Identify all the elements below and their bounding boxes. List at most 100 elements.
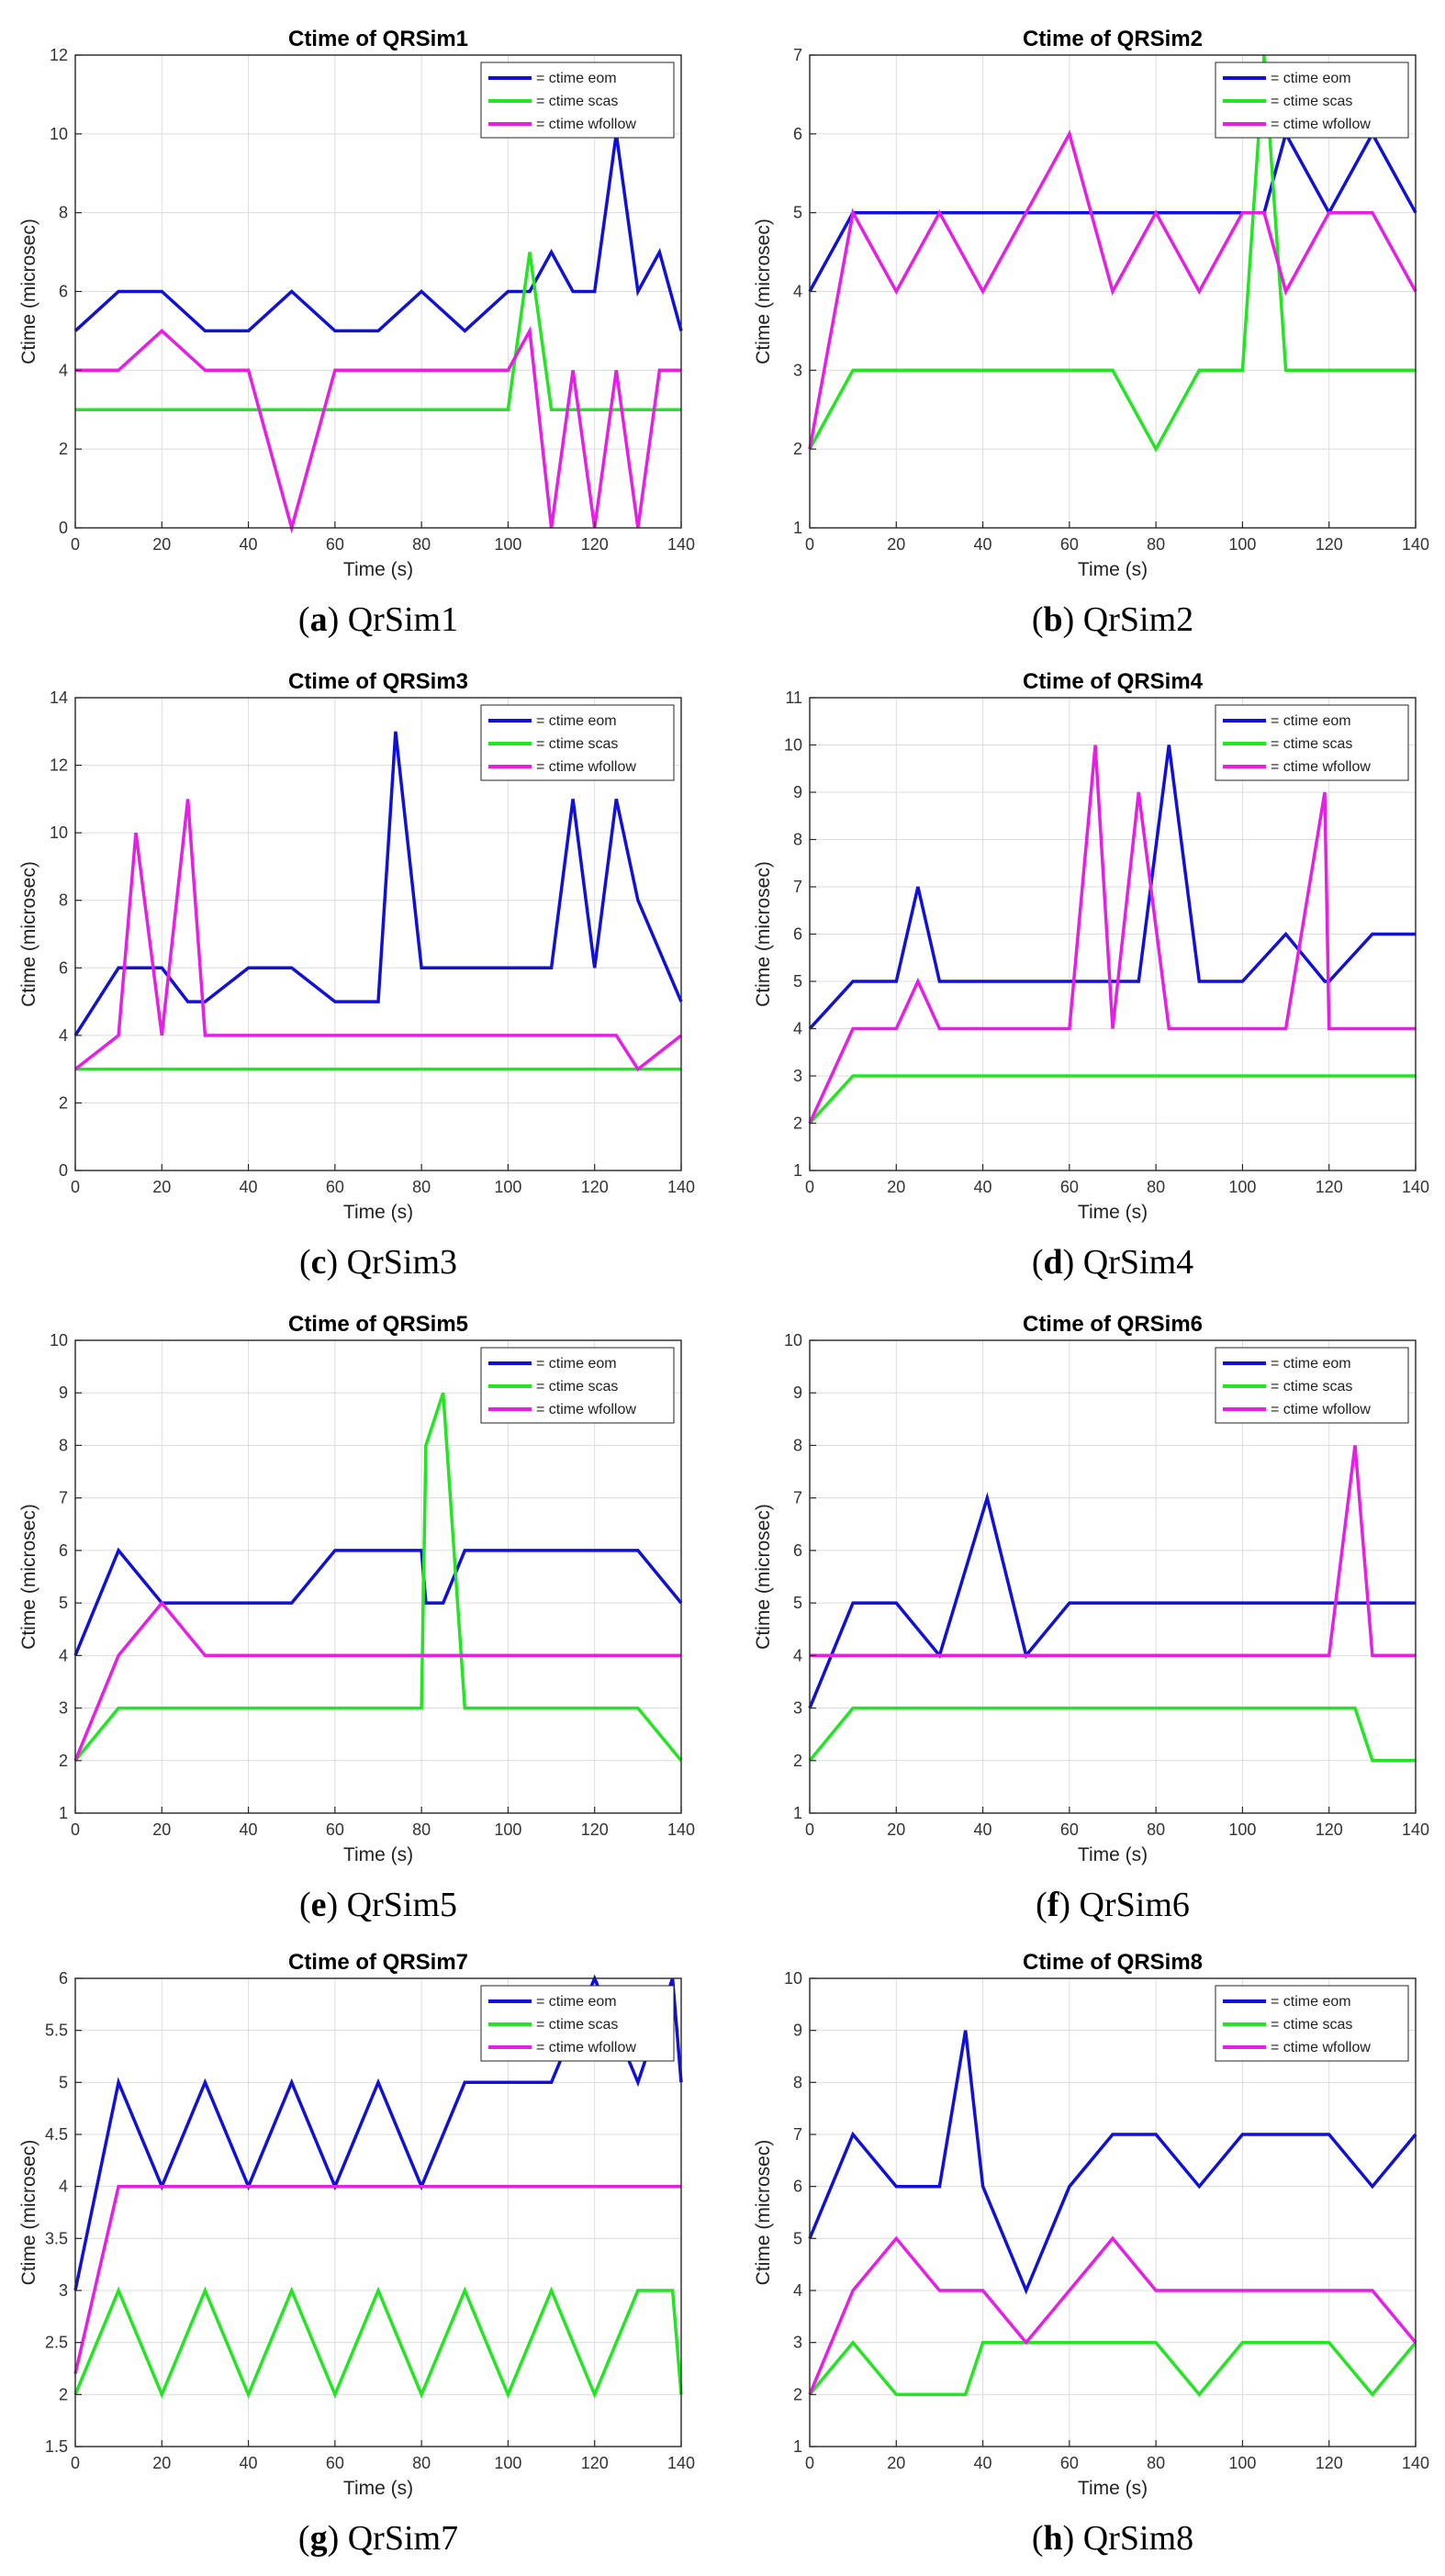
x-axis-label: Time (s) xyxy=(343,559,413,580)
y-tick-label: 3 xyxy=(59,1699,68,1718)
chart-title: Ctime of QRSim5 xyxy=(288,1312,468,1337)
chart-title: Ctime of QRSim3 xyxy=(288,669,468,694)
y-axis-label: Ctime (microsec) xyxy=(753,218,774,364)
y-tick-label: 3.5 xyxy=(45,2229,68,2247)
x-tick-label: 20 xyxy=(887,1820,905,1839)
y-tick-label: 1 xyxy=(793,519,802,537)
legend: = ctime eom = ctime scas = ctime wfollow xyxy=(480,704,675,781)
y-tick-label: 9 xyxy=(59,1383,68,1402)
x-axis-label: Time (s) xyxy=(1078,559,1148,580)
legend: = ctime eom = ctime scas = ctime wfollow xyxy=(1215,62,1409,139)
x-tick-label: 20 xyxy=(152,1820,171,1839)
x-tick-label: 80 xyxy=(1147,2454,1165,2472)
chart-panel-f: 0 20 40 60 80 100 120 140 1 2 3 4 5 6 7 8 9 10 Ctime of QR… xyxy=(753,1312,1429,1924)
caption-letter: e xyxy=(311,1886,327,1924)
legend-entry: = ctime eom xyxy=(536,713,617,729)
x-tick-label: 0 xyxy=(805,2454,814,2472)
x-tick-label: 40 xyxy=(240,1820,258,1839)
chart-panel-e: 0 20 40 60 80 100 120 140 1 2 3 4 5 6 7 8 9 10 Ctime of QR… xyxy=(18,1312,695,1924)
y-tick-label: 0 xyxy=(59,1161,68,1180)
y-tick-label: 2 xyxy=(59,1093,68,1112)
x-tick-label: 120 xyxy=(1316,2454,1343,2472)
x-tick-label: 40 xyxy=(240,535,258,554)
chart-title: Ctime of QRSim6 xyxy=(1023,1312,1203,1337)
y-tick-label: 8 xyxy=(793,1436,802,1454)
y-tick-label: 2 xyxy=(793,1114,802,1133)
legend: = ctime eom = ctime scas = ctime wfollow xyxy=(1215,1985,1409,2062)
x-tick-label: 60 xyxy=(1060,1178,1079,1196)
series-line-ctime-wfollow xyxy=(73,799,683,1072)
chart-panel-h: 0 20 40 60 80 100 120 140 1 2 3 4 5 6 7 8 9 10 Ctime of QR… xyxy=(753,1950,1429,2558)
legend-entry: = ctime wfollow xyxy=(536,1402,636,1417)
legend-entry: = ctime eom xyxy=(1271,1994,1351,2010)
y-tick-label: 7 xyxy=(793,1489,802,1507)
x-tick-label: 100 xyxy=(494,535,521,554)
y-tick-label: 1 xyxy=(59,1804,68,1822)
x-tick-label: 140 xyxy=(1402,535,1429,554)
legend-entry: = ctime scas xyxy=(1271,94,1352,109)
chart-title: Ctime of QRSim8 xyxy=(1023,1950,1203,1975)
series-line-ctime-scas xyxy=(73,1392,683,1762)
x-tick-label: 60 xyxy=(1060,535,1079,554)
x-tick-label: 120 xyxy=(581,2454,609,2472)
y-tick-label: 10 xyxy=(784,1331,802,1350)
y-tick-label: 5 xyxy=(793,204,802,222)
series-line-ctime-wfollow xyxy=(75,325,681,534)
y-axis-label: Ctime (microsec) xyxy=(18,861,39,1007)
series-line-ctime-scas xyxy=(808,2339,1417,2398)
x-tick-label: 0 xyxy=(805,535,814,554)
panel-caption: (d) QrSim4 xyxy=(1032,1243,1193,1282)
panel-caption: (a) QrSim1 xyxy=(298,600,458,639)
series-line-ctime-wfollow xyxy=(808,2235,1417,2395)
y-tick-label: 4 xyxy=(59,1026,68,1045)
y-tick-label: 4 xyxy=(59,1646,68,1664)
x-tick-label: 20 xyxy=(152,535,171,554)
legend: = ctime eom = ctime scas = ctime wfollow xyxy=(480,1985,675,2062)
chart-title: Ctime of QRSim4 xyxy=(1023,669,1204,694)
x-tick-label: 100 xyxy=(494,1178,521,1196)
legend-entry: = ctime eom xyxy=(1271,1356,1351,1372)
x-axis-label: Time (s) xyxy=(343,1844,413,1865)
x-tick-label: 40 xyxy=(974,1178,992,1196)
series-line-ctime-eom xyxy=(808,745,1416,1030)
legend-entry: = ctime wfollow xyxy=(1271,1402,1371,1417)
y-tick-label: 4 xyxy=(793,1020,802,1038)
y-tick-label: 9 xyxy=(793,2022,802,2040)
x-tick-label: 140 xyxy=(667,2454,695,2472)
x-tick-label: 140 xyxy=(667,1178,695,1196)
x-tick-label: 140 xyxy=(1402,1178,1429,1196)
y-tick-label: 14 xyxy=(50,689,68,707)
x-tick-label: 140 xyxy=(1402,2454,1429,2472)
x-tick-label: 140 xyxy=(1402,1820,1429,1839)
legend-entry: = ctime wfollow xyxy=(536,117,636,132)
y-tick-label: 10 xyxy=(784,1969,802,1988)
x-tick-label: 40 xyxy=(240,1178,258,1196)
y-tick-label: 5 xyxy=(59,2073,68,2091)
panel-caption: (c) QrSim3 xyxy=(299,1243,457,1282)
x-tick-label: 100 xyxy=(1228,535,1256,554)
chart-panel-c: 0 20 40 60 80 100 120 140 0 2 4 6 8 10 12 14 Ctime of QR… xyxy=(18,669,695,1282)
y-tick-label: 6 xyxy=(59,1541,68,1560)
x-tick-label: 40 xyxy=(974,1820,992,1839)
y-tick-label: 6 xyxy=(59,1969,68,1988)
y-tick-label: 8 xyxy=(793,831,802,849)
axes-frame xyxy=(809,1977,1417,2447)
caption-text: QrSim5 xyxy=(347,1886,457,1924)
caption-letter: b xyxy=(1044,600,1063,639)
legend-entry: = ctime scas xyxy=(536,736,618,752)
series-line-ctime-wfollow xyxy=(73,2184,681,2375)
caption-paren-open: ( xyxy=(1032,600,1044,639)
legend-entry: = ctime scas xyxy=(536,2017,618,2033)
x-tick-label: 60 xyxy=(1060,1820,1079,1839)
y-tick-label: 9 xyxy=(793,783,802,801)
y-tick-label: 2 xyxy=(793,2385,802,2403)
x-tick-label: 140 xyxy=(667,1820,695,1839)
x-tick-label: 60 xyxy=(326,2454,344,2472)
y-tick-label: 6 xyxy=(59,283,68,301)
y-tick-label: 6 xyxy=(793,2178,802,2196)
legend-entry: = ctime wfollow xyxy=(536,2040,636,2055)
x-tick-label: 60 xyxy=(326,1178,344,1196)
caption-paren-open: ( xyxy=(298,600,310,639)
y-tick-label: 7 xyxy=(793,46,802,64)
chart-panel-d: 0 20 40 60 80 100 120 140 1 2 3 4 5 6 7 8 9 10 11 Ctime of … xyxy=(753,669,1429,1282)
